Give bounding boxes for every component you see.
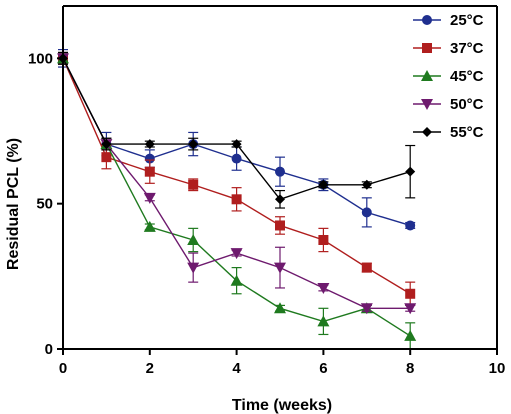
y-tick-label: 50 — [36, 196, 53, 213]
legend-label: 45°C — [450, 68, 484, 85]
data-point — [361, 207, 372, 218]
legend-item-4: 55°C — [413, 124, 484, 141]
y-axis-title: Residual PCL (%) — [5, 138, 22, 270]
data-point — [275, 220, 285, 231]
data-point — [318, 234, 329, 245]
data-point — [318, 179, 329, 190]
data-point — [317, 282, 330, 294]
data-point — [101, 152, 112, 163]
legend-marker — [422, 15, 432, 25]
plot-area — [57, 49, 417, 350]
data-point — [143, 220, 156, 232]
data-point — [187, 262, 200, 274]
data-point — [231, 194, 242, 205]
legend-marker — [422, 43, 432, 53]
data-point — [317, 315, 330, 327]
x-tick-label: 0 — [59, 360, 67, 377]
data-point — [275, 194, 285, 205]
data-point — [405, 166, 416, 177]
x-tick-label: 8 — [406, 360, 414, 377]
series-4 — [58, 51, 416, 209]
data-point — [144, 153, 155, 164]
legend-item-1: 37°C — [413, 40, 484, 57]
data-point — [187, 233, 200, 245]
data-point — [144, 166, 155, 177]
legend-item-0: 25°C — [413, 12, 484, 29]
x-tick-label: 4 — [232, 360, 241, 377]
legend-item-2: 45°C — [413, 68, 484, 85]
data-point — [230, 274, 243, 286]
data-point — [231, 153, 242, 164]
data-point — [405, 220, 416, 231]
data-point — [274, 262, 286, 274]
data-point — [231, 139, 242, 150]
data-point — [188, 179, 199, 190]
data-point — [144, 139, 155, 150]
legend: 25°C 37°C 45°C 50°C 55°C — [413, 12, 484, 141]
legend-label: 37°C — [450, 40, 484, 57]
y-tick-label: 100 — [28, 50, 53, 67]
legend-marker — [421, 70, 433, 81]
legend-marker — [421, 99, 433, 110]
data-point — [230, 248, 243, 260]
data-point — [143, 192, 156, 204]
data-point — [404, 329, 417, 341]
data-point — [361, 179, 372, 190]
x-tick-label: 6 — [319, 360, 327, 377]
data-point — [275, 166, 285, 177]
legend-label: 55°C — [450, 124, 484, 141]
legend-label: 50°C — [450, 96, 484, 113]
data-point — [361, 262, 372, 273]
series-line — [62, 58, 411, 201]
legend-item-3: 50°C — [413, 96, 484, 113]
y-tick-label: 0 — [45, 341, 53, 358]
data-point — [405, 288, 416, 299]
data-point — [404, 303, 417, 315]
x-tick-label: 2 — [146, 360, 154, 377]
data-point — [188, 139, 199, 150]
x-axis-title: Time (weeks) — [232, 397, 332, 414]
data-point — [101, 139, 112, 150]
data-point — [274, 302, 286, 314]
data-point — [360, 303, 373, 315]
legend-marker — [422, 127, 432, 137]
legend-label: 25°C — [450, 12, 484, 29]
x-tick-label: 10 — [489, 360, 506, 377]
